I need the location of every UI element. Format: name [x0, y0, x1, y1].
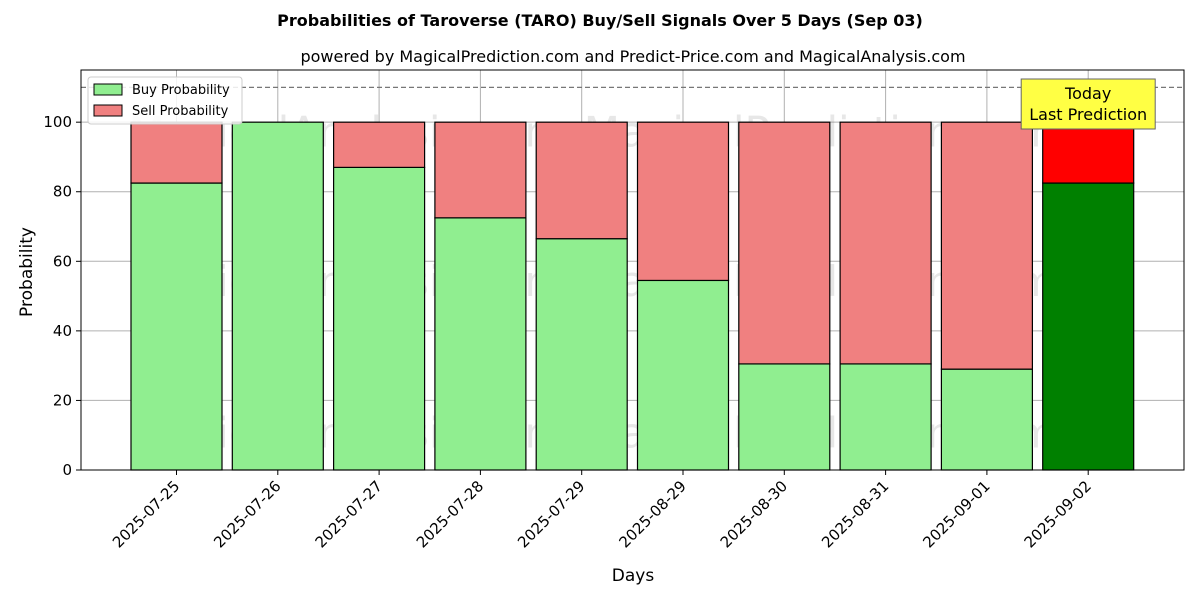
annotation-box: [1020, 78, 1156, 130]
legend-label: Sell Probability: [132, 104, 229, 119]
x-tick-label: 2025-07-25: [109, 477, 183, 551]
sell-bar: [839, 121, 932, 365]
chart-title: Probabilities of Taroverse (TARO) Buy/Se…: [277, 11, 923, 30]
sell-bar: [130, 121, 223, 184]
buy-bar: [1042, 182, 1135, 471]
buy-bar: [940, 368, 1034, 471]
y-tick-label: 0: [62, 461, 72, 479]
annotation-text: Last Prediction: [1029, 105, 1147, 124]
x-tick-label: 2025-09-01: [919, 477, 993, 551]
plot-frame: [80, 69, 1185, 471]
y-tick-label: 100: [43, 113, 72, 131]
legend-box: [87, 76, 243, 125]
x-tick-label: 2025-07-28: [413, 477, 487, 551]
buy-bar: [839, 363, 932, 471]
y-tick-label: 20: [53, 391, 72, 409]
x-tick-label: 2025-09-02: [1021, 477, 1095, 551]
buy-bar: [231, 121, 324, 471]
legend: Buy Probability Sell Probability: [87, 76, 243, 125]
buy-bar: [738, 363, 831, 471]
y-tick-label: 40: [53, 322, 72, 340]
x-tick-label: 2025-08-29: [615, 477, 689, 551]
legend-label: Buy Probability: [132, 83, 230, 98]
buy-bar: [535, 238, 628, 471]
chart-subtitle: powered by MagicalPrediction.com and Pre…: [300, 47, 965, 66]
sell-bar: [535, 121, 628, 240]
sell-bar: [333, 121, 426, 168]
sell-bar: [940, 121, 1034, 370]
sell-bar: [1042, 121, 1135, 184]
sell-bar: [636, 121, 730, 282]
buy-bar: [434, 217, 527, 471]
y-tick-label: 60: [53, 252, 72, 270]
buy-bar: [130, 182, 223, 471]
y-axis-label: Probability: [17, 227, 37, 317]
y-tick-label: 80: [53, 183, 72, 201]
x-tick-label: 2025-08-30: [717, 477, 791, 551]
x-tick-label: 2025-08-31: [818, 477, 892, 551]
legend-swatch: [93, 83, 123, 96]
buy-bar: [636, 279, 730, 471]
annotation-text: Today: [1064, 84, 1111, 103]
buy-bar: [333, 166, 426, 471]
x-axis-label: Days: [612, 566, 655, 586]
x-tick-label: 2025-07-26: [210, 477, 284, 551]
sell-bar: [434, 121, 527, 219]
x-tick-label: 2025-07-27: [312, 477, 386, 551]
legend-swatch: [93, 104, 123, 117]
annotation-layer: Today Last Prediction: [1020, 78, 1156, 130]
x-tick-label: 2025-07-29: [514, 477, 588, 551]
bar-layer: [81, 86, 1184, 471]
sell-bar: [738, 121, 831, 365]
